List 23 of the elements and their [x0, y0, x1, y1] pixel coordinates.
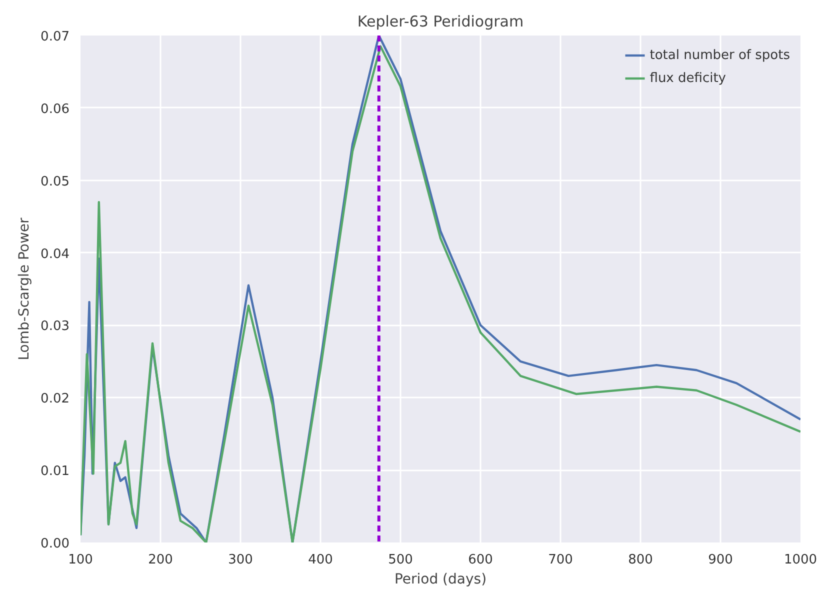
x-tick-label: 400: [308, 552, 333, 568]
x-tick-label: 100: [68, 552, 93, 568]
y-tick-label: 0.02: [40, 392, 70, 407]
y-tick-label: 0.03: [40, 319, 70, 334]
y-tick-label: 0.05: [40, 174, 70, 190]
x-tick-label: 300: [228, 552, 253, 568]
x-tick-label: 600: [468, 552, 493, 568]
y-tick-label: 0.06: [40, 102, 70, 117]
y-tick-label: 0.01: [40, 464, 70, 480]
legend-label: total number of spots: [650, 48, 790, 62]
x-axis-title: Period (days): [394, 572, 487, 588]
y-axis-title: Lomb-Scargle Power: [16, 217, 33, 360]
x-tick-label: 500: [388, 552, 413, 568]
y-tick-label: 0.07: [40, 30, 70, 44]
x-tick-label: 900: [708, 552, 733, 568]
y-tick-label: 0.04: [40, 246, 70, 262]
x-tick-label: 1000: [784, 552, 818, 568]
x-tick-label: 800: [628, 552, 653, 568]
x-tick-label: 700: [548, 552, 573, 568]
y-tick-label: 0.00: [40, 536, 70, 552]
x-tick-label: 200: [148, 552, 173, 568]
legend-label: flux deficity: [650, 70, 726, 86]
chart-title: Kepler-63 Peridiogram: [357, 12, 524, 30]
